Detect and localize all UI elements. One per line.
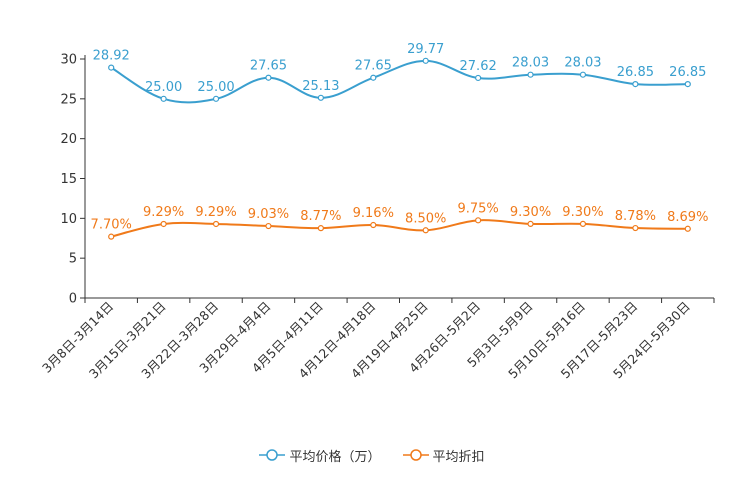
data-label-price: 29.77	[407, 42, 444, 57]
data-label-price: 26.85	[669, 65, 706, 80]
data-point-discount	[212, 220, 220, 228]
data-label-price: 25.00	[145, 80, 182, 95]
y-tick-label: 25	[60, 92, 77, 107]
legend-item-discount[interactable]: 平均折扣	[402, 446, 485, 465]
legend: 平均价格（万） 平均折扣	[0, 443, 744, 467]
data-label-discount: 9.03%	[248, 207, 289, 222]
data-point-price	[632, 80, 639, 88]
data-point-price	[317, 94, 324, 101]
data-point-discount	[422, 227, 429, 234]
y-tick-label: 20	[60, 132, 77, 147]
data-label-discount: 8.78%	[615, 209, 656, 224]
data-point-price	[422, 57, 429, 64]
data-point-discount	[684, 225, 691, 232]
data-label-price: 27.62	[460, 59, 497, 74]
data-label-discount: 9.16%	[353, 206, 394, 221]
series-price: 28.92 25.00 25.00 27.65 25.13 27.65 29.77 27.62…	[93, 42, 706, 104]
data-label-price: 27.65	[250, 59, 287, 74]
data-label-discount: 8.50%	[405, 211, 446, 226]
y-tick-label: 10	[60, 212, 77, 227]
series-discount: 7.70% 9.29% 9.29% 9.03% 8.77% 9.16% 8.50% 9.75%…	[91, 201, 708, 240]
data-label-discount: 9.30%	[562, 205, 603, 220]
data-label-discount: 8.77%	[300, 209, 341, 224]
data-point-discount	[265, 222, 272, 230]
data-point-discount	[160, 220, 167, 228]
x-axis: 3月8日-3月14日3月15日-3月21日3月22日-3月28日3月29日-4月…	[39, 297, 715, 381]
data-label-discount: 8.69%	[667, 210, 708, 225]
data-point-price	[475, 74, 482, 82]
y-tick-label: 5	[69, 252, 77, 267]
data-point-discount	[317, 225, 324, 232]
data-label-price: 28.92	[93, 49, 130, 64]
data-label-price: 25.13	[302, 79, 339, 94]
y-tick-label: 30	[60, 53, 77, 68]
data-point-price	[108, 64, 115, 71]
data-point-price	[212, 95, 220, 102]
data-label-price: 27.65	[355, 59, 392, 74]
data-label-discount: 7.70%	[91, 218, 132, 233]
data-point-discount	[108, 233, 115, 240]
data-point-price	[684, 80, 691, 88]
series-line-discount	[110, 219, 688, 238]
y-tick-label: 15	[60, 172, 77, 187]
data-label-discount: 9.29%	[143, 205, 184, 220]
data-point-discount	[475, 217, 482, 224]
data-label-discount: 9.75%	[457, 201, 498, 216]
legend-discount-icon	[402, 449, 429, 461]
series-layer: 28.92 25.00 25.00 27.65 25.13 27.65 29.77 27.62…	[91, 42, 708, 240]
data-label-price: 28.03	[564, 56, 601, 71]
data-label-discount: 9.30%	[510, 205, 551, 220]
data-point-discount	[632, 224, 639, 232]
data-point-price	[579, 71, 587, 78]
data-point-price	[527, 71, 534, 78]
data-label-price: 28.03	[512, 56, 549, 71]
data-point-price	[370, 74, 377, 81]
data-label-discount: 9.29%	[195, 205, 236, 220]
data-point-discount	[579, 220, 587, 228]
legend-discount-label: 平均折扣	[432, 449, 485, 465]
y-tick-label: 0	[69, 292, 77, 307]
y-axis: 0 5 10 15 20 25 30	[60, 53, 86, 307]
legend-price-label: 平均价格（万）	[289, 449, 381, 465]
legend-price-icon	[259, 449, 286, 461]
data-point-discount	[527, 220, 534, 228]
data-point-price	[265, 74, 272, 81]
legend-item-price[interactable]: 平均价格（万）	[259, 446, 381, 465]
series-line-price	[110, 59, 688, 104]
data-label-price: 25.00	[197, 80, 234, 95]
data-point-price	[160, 95, 167, 102]
data-point-discount	[370, 221, 377, 229]
data-label-price: 26.85	[617, 65, 654, 80]
